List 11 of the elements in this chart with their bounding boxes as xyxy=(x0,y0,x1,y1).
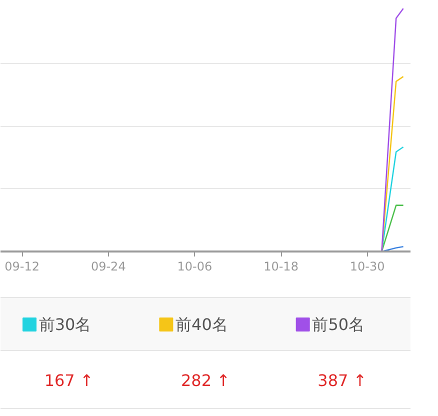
legend-label: 前30名 xyxy=(38,315,92,334)
text: 167 ↑ xyxy=(44,371,94,390)
legend-label: 前50名 xyxy=(312,315,365,334)
legend-label: 前40名 xyxy=(176,315,228,334)
text: 387 ↑ xyxy=(318,371,367,390)
text: 282 ↑ xyxy=(180,371,230,390)
x-tick-label: 09-24 xyxy=(90,260,126,274)
x-tick-label: 10-18 xyxy=(264,260,298,274)
x-tick-label: 10-06 xyxy=(177,260,212,274)
x-tick-label: 10-30 xyxy=(350,260,385,274)
x-tick-label: 09-12 xyxy=(4,260,40,274)
